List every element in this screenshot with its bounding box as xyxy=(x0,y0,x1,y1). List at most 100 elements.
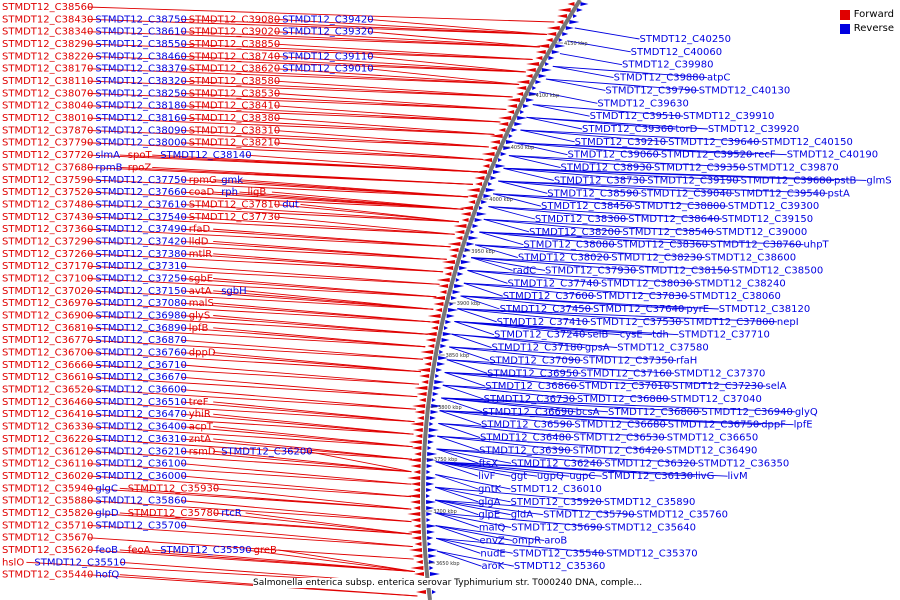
forward-leader-line xyxy=(180,339,423,360)
forward-gene-label: STMDT12_C37810 xyxy=(189,199,280,210)
reverse-gene-glyph xyxy=(426,470,431,474)
forward-leader-line xyxy=(180,524,413,548)
forward-gene-label: STMDT12_C37430 xyxy=(2,212,93,223)
reverse-leader-line xyxy=(545,78,606,91)
forward-gene-label: STMDT12_C36610 xyxy=(2,372,93,383)
reverse-leader-line xyxy=(498,180,548,194)
reverse-gene-glyph xyxy=(538,74,547,78)
reverse-gene-label: gpsA xyxy=(585,343,610,354)
reverse-gene-label: STMDT12_C36390 xyxy=(479,445,570,456)
forward-gene-label: STMDT12_C36220 xyxy=(2,434,93,445)
forward-gene-label: yhiR xyxy=(189,409,211,420)
reverse-gene-label: STMDT12_C39300 xyxy=(728,201,819,212)
reverse-gene-glyph xyxy=(428,428,439,432)
reverse-leader-line xyxy=(498,180,735,194)
reverse-gene-label: STMDT12_C40150 xyxy=(761,137,852,148)
forward-gene-glyph xyxy=(489,140,500,144)
forward-gene-glyph xyxy=(415,590,426,594)
reverse-leader-line xyxy=(483,218,716,233)
forward-gene-glyph xyxy=(414,542,422,546)
reverse-gene-glyph xyxy=(429,572,440,576)
forward-leader-line xyxy=(87,413,414,435)
reverse-gene-glyph xyxy=(426,500,437,504)
forward-leader-line xyxy=(180,92,507,110)
reverse-leader-line xyxy=(442,384,578,400)
forward-leader-line xyxy=(274,80,513,98)
forward-gene-label: glyS xyxy=(189,311,210,322)
reverse-leader-line xyxy=(436,550,482,567)
forward-gene-label: zntA xyxy=(189,434,212,445)
forward-leader-line xyxy=(87,426,413,448)
reverse-leader-line xyxy=(436,537,607,554)
forward-gene-label: STMDT12_C37720 xyxy=(2,150,93,161)
forward-gene-glyph xyxy=(567,2,575,6)
reverse-gene-glyph xyxy=(439,350,444,354)
reverse-gene-label: STMDT12_C39980 xyxy=(622,60,713,71)
reverse-leader-line xyxy=(441,397,702,413)
reverse-gene-glyph xyxy=(472,224,479,228)
reverse-leader-line xyxy=(444,371,766,387)
forward-gene-label: STMDT12_C38180 xyxy=(95,101,186,112)
reverse-leader-line xyxy=(479,231,711,246)
reverse-leader-line xyxy=(434,499,479,516)
forward-gene-label: rph xyxy=(221,187,238,198)
reverse-gene-glyph xyxy=(441,338,450,342)
forward-gene-glyph xyxy=(414,452,422,456)
forward-leader-line xyxy=(152,549,415,573)
forward-leader-line xyxy=(87,203,459,223)
forward-leader-line xyxy=(180,290,434,310)
forward-leader-line xyxy=(180,68,520,85)
forward-leader-line xyxy=(213,253,444,273)
forward-gene-label: rfaD xyxy=(189,224,211,235)
forward-gene-label: STMDT12_C38250 xyxy=(95,88,186,99)
forward-gene-label: STMDT12_C35880 xyxy=(2,496,93,507)
reverse-leader-line xyxy=(503,167,741,181)
reverse-gene-label: gntK xyxy=(478,484,502,495)
forward-gene-label: STMDT12_C38370 xyxy=(95,64,186,75)
forward-gene-label: STMDT12_C37490 xyxy=(95,224,186,235)
reverse-gene-glyph xyxy=(440,344,447,348)
forward-gene-label: STMDT12_C39320 xyxy=(282,27,373,38)
forward-leader-line xyxy=(213,401,415,423)
forward-gene-label: STMDT12_C38740 xyxy=(189,51,280,62)
forward-gene-label: STMDT12_C35620 xyxy=(2,545,93,556)
reverse-gene-label: STMDT12_C39210 xyxy=(575,137,666,148)
forward-gene-label: lldD xyxy=(189,236,209,247)
reverse-leader-line xyxy=(435,525,512,541)
reverse-gene-glyph xyxy=(565,26,574,30)
reverse-gene-label: STMDT12_C37580 xyxy=(617,343,708,354)
forward-gene-label: STMDT12_C38160 xyxy=(95,113,186,124)
reverse-gene-label: pstB xyxy=(834,175,856,186)
forward-gene-label: STMDT12_C39420 xyxy=(282,14,373,25)
tick-label: 3700 kbp xyxy=(433,509,457,515)
tick-label: 3900 kbp xyxy=(457,301,481,307)
forward-gene-glyph xyxy=(516,92,524,96)
forward-leader-line xyxy=(87,216,455,235)
reverse-leader-line xyxy=(520,129,575,143)
forward-gene-label: STMDT12_C38320 xyxy=(95,76,186,87)
reverse-gene-glyph xyxy=(462,254,467,258)
reverse-gene-label: STMDT12_C39640 xyxy=(668,137,759,148)
forward-gene-label: avtA xyxy=(189,286,212,297)
gene-glyphs xyxy=(407,2,589,594)
forward-leader-line xyxy=(274,31,540,48)
forward-leader-line xyxy=(274,18,547,35)
reverse-leader-line xyxy=(438,423,574,439)
forward-leader-line xyxy=(180,203,459,223)
forward-gene-label: STMDT12_C37660 xyxy=(95,187,186,198)
reverse-gene-glyph xyxy=(562,32,569,36)
reverse-gene-label: STMDT12_C35640 xyxy=(605,523,696,534)
reverse-gene-glyph xyxy=(495,164,506,168)
reverse-gene-label: STMDT12_C36730 xyxy=(484,394,575,405)
reverse-gene-glyph xyxy=(428,554,437,558)
reverse-gene-glyph xyxy=(427,440,434,444)
reverse-gene-glyph xyxy=(500,152,507,156)
forward-leader-line xyxy=(245,154,479,173)
reverse-gene-label: STMDT12_C36880 xyxy=(577,394,668,405)
reverse-gene-glyph xyxy=(426,512,433,516)
forward-leader-line xyxy=(274,43,533,60)
forward-gene-label: STMDT12_C36770 xyxy=(2,335,93,346)
forward-gene-glyph xyxy=(474,176,485,180)
tick-label: 3650 kbp xyxy=(436,561,460,567)
reverse-gene-glyph xyxy=(517,116,528,120)
